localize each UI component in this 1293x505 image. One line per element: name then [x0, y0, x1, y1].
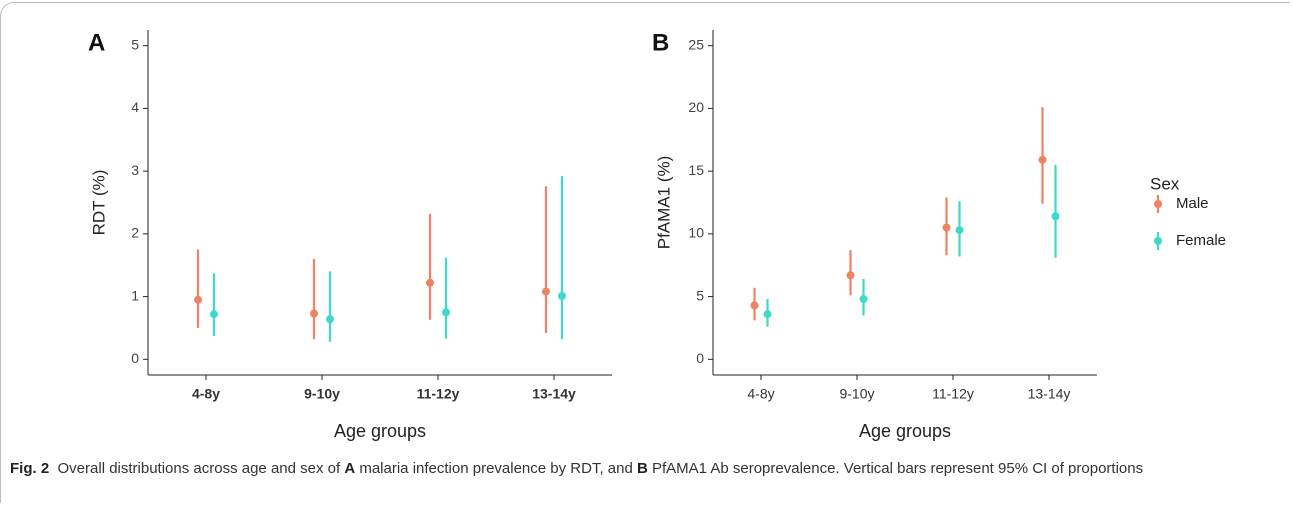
- y-tick-label: 0: [131, 350, 139, 366]
- x-tick-label: 9-10y: [839, 386, 874, 402]
- point: [210, 310, 218, 319]
- y-tick-label: 5: [131, 36, 139, 52]
- legend-swatch: [1154, 237, 1162, 245]
- point: [442, 308, 450, 317]
- caption-text: Overall distributions across age and sex…: [57, 460, 345, 477]
- y-tick-label: 5: [696, 287, 704, 303]
- y-tick-label: 2: [131, 225, 139, 241]
- y-tick-label: 3: [131, 162, 139, 178]
- point: [1038, 155, 1047, 164]
- y-axis-title: RDT (%): [89, 170, 108, 236]
- point: [542, 287, 550, 296]
- y-tick-label: 20: [688, 99, 704, 115]
- y-tick-label: 10: [688, 225, 704, 241]
- y-tick-label: 15: [688, 162, 704, 178]
- x-axis-title: Age groups: [334, 421, 426, 441]
- y-tick-label: 0: [696, 350, 704, 366]
- x-tick-label: 13-14y: [532, 386, 576, 402]
- chart: A 0 1 2 3 4 5 RDT (%) 4-8y 9-10y 11-12y 13-14y Age g…: [88, 29, 1226, 441]
- legend-swatch: [1154, 200, 1162, 208]
- x-tick-label: 11-12y: [417, 386, 460, 402]
- y-tick-label: 4: [131, 99, 139, 115]
- panel-label: A: [88, 29, 105, 56]
- point: [558, 291, 566, 300]
- point: [859, 295, 868, 304]
- y-axis-title: PfAMA1 (%): [654, 156, 673, 250]
- point: [763, 310, 772, 319]
- panel-label: B: [652, 29, 669, 56]
- legend-label: Male: [1176, 195, 1209, 212]
- point: [426, 278, 434, 287]
- caption-text: malaria infection prevalence by RDT, and: [355, 460, 637, 477]
- point: [846, 271, 855, 280]
- point: [942, 223, 951, 232]
- x-tick-label: 13-14y: [1028, 386, 1071, 402]
- caption: Fig. 2 Overall distributions across age …: [10, 458, 1270, 480]
- point: [194, 295, 202, 304]
- point: [326, 315, 334, 324]
- point: [955, 226, 964, 235]
- y-tick-label: 1: [131, 287, 139, 303]
- legend-title: Sex: [1150, 174, 1180, 193]
- x-tick-label: 4-8y: [192, 386, 220, 402]
- x-tick-label: 11-12y: [932, 386, 974, 402]
- caption-text: A: [344, 460, 356, 477]
- point: [1051, 212, 1060, 221]
- y-tick-label: 25: [688, 36, 704, 52]
- caption-label: Fig. 2: [10, 460, 50, 477]
- x-tick-label: 9-10y: [304, 386, 340, 402]
- caption-text: B: [636, 460, 648, 477]
- caption-text: PfAMA1 Ab seroprevalence. Vertical bars …: [647, 460, 1144, 477]
- point: [310, 309, 318, 318]
- point: [750, 301, 759, 310]
- x-axis-title: Age groups: [859, 421, 951, 441]
- x-tick-label: 4-8y: [747, 386, 774, 402]
- legend-label: Female: [1176, 232, 1226, 249]
